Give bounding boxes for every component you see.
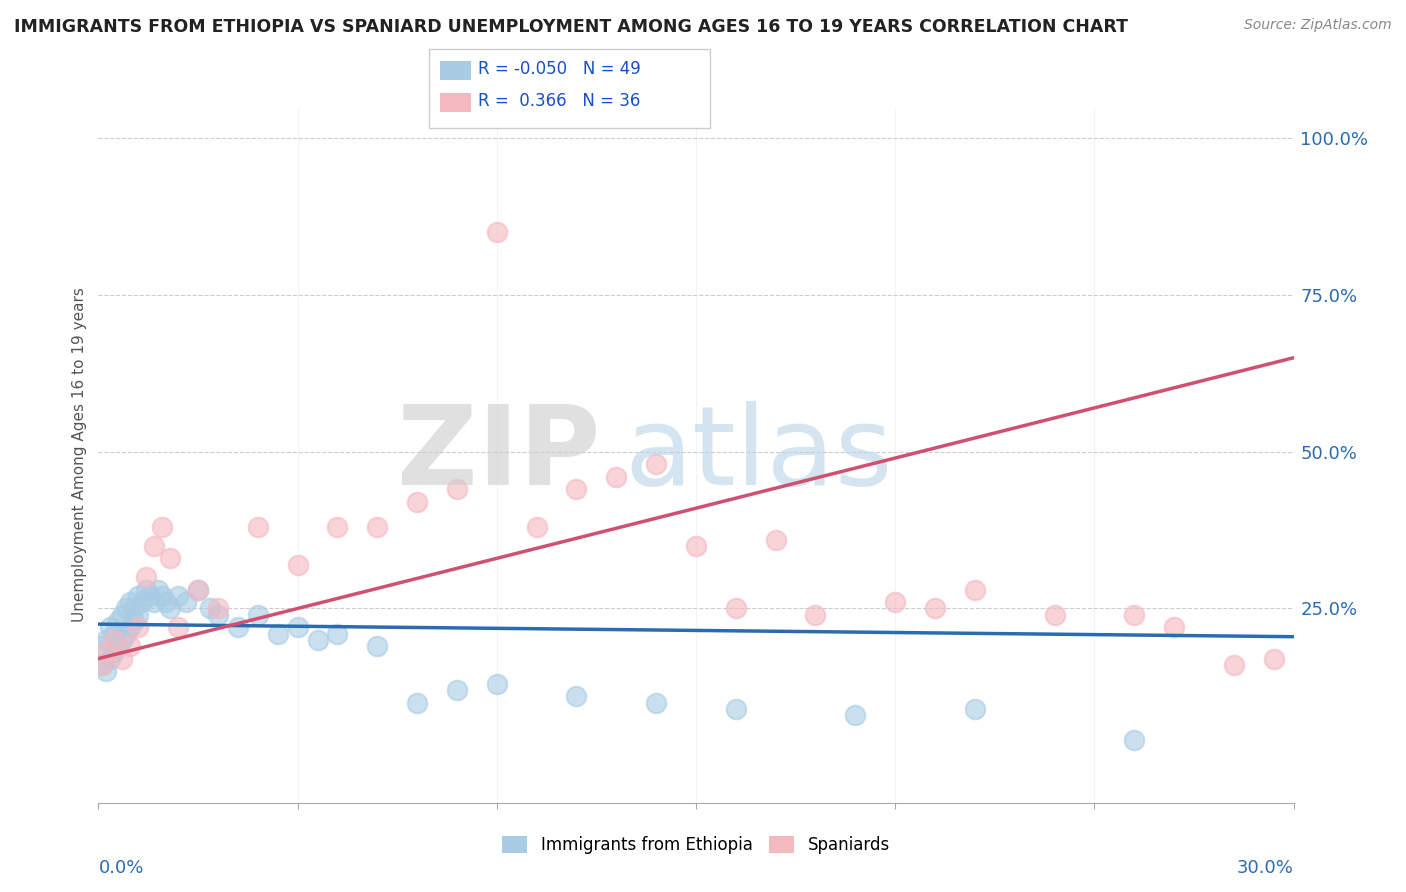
- Point: [207, 607, 229, 622]
- Point: [246, 607, 269, 622]
- Point: [150, 520, 173, 534]
- Point: [526, 520, 548, 534]
- Point: [143, 595, 166, 609]
- Point: [103, 626, 125, 640]
- Point: [115, 601, 138, 615]
- Point: [1043, 607, 1066, 622]
- Text: R = -0.050   N = 49: R = -0.050 N = 49: [478, 60, 641, 78]
- Point: [406, 696, 429, 710]
- Point: [446, 683, 468, 698]
- Point: [963, 582, 986, 597]
- Point: [645, 458, 668, 472]
- Point: [565, 690, 588, 704]
- Point: [120, 620, 142, 634]
- Text: IMMIGRANTS FROM ETHIOPIA VS SPANIARD UNEMPLOYMENT AMONG AGES 16 TO 19 YEARS CORR: IMMIGRANTS FROM ETHIOPIA VS SPANIARD UNE…: [14, 18, 1128, 36]
- Point: [103, 632, 125, 647]
- Point: [143, 539, 166, 553]
- Point: [124, 614, 146, 628]
- Point: [326, 626, 349, 640]
- Point: [446, 483, 468, 497]
- Point: [96, 664, 118, 678]
- Point: [91, 639, 114, 653]
- Point: [287, 558, 309, 572]
- Point: [485, 676, 508, 690]
- Point: [605, 470, 627, 484]
- Point: [111, 607, 134, 622]
- Point: [155, 595, 177, 609]
- Point: [645, 696, 668, 710]
- Point: [844, 708, 866, 723]
- Point: [246, 520, 269, 534]
- Point: [111, 632, 134, 647]
- Point: [366, 639, 388, 653]
- Point: [804, 607, 827, 622]
- Text: atlas: atlas: [624, 401, 893, 508]
- Point: [127, 620, 149, 634]
- Point: [159, 601, 181, 615]
- Text: 0.0%: 0.0%: [98, 859, 143, 877]
- Point: [1223, 657, 1246, 672]
- Point: [127, 589, 149, 603]
- Point: [120, 595, 142, 609]
- Point: [207, 601, 229, 615]
- Point: [91, 657, 114, 672]
- Text: 30.0%: 30.0%: [1237, 859, 1294, 877]
- Point: [187, 582, 209, 597]
- Point: [226, 620, 249, 634]
- Point: [1263, 651, 1285, 665]
- Point: [187, 582, 209, 597]
- Point: [326, 520, 349, 534]
- Point: [120, 639, 142, 653]
- Point: [765, 533, 787, 547]
- Point: [103, 645, 125, 659]
- Point: [167, 589, 190, 603]
- Point: [135, 570, 157, 584]
- Point: [1123, 733, 1146, 747]
- Point: [366, 520, 388, 534]
- Point: [135, 582, 157, 597]
- Point: [139, 589, 162, 603]
- Point: [96, 645, 118, 659]
- Point: [131, 595, 153, 609]
- Point: [724, 601, 747, 615]
- Point: [924, 601, 946, 615]
- Text: ZIP: ZIP: [396, 401, 600, 508]
- Point: [98, 651, 122, 665]
- Point: [963, 702, 986, 716]
- Point: [1163, 620, 1185, 634]
- Point: [485, 226, 508, 240]
- Point: [724, 702, 747, 716]
- Point: [565, 483, 588, 497]
- Point: [685, 539, 707, 553]
- Point: [96, 632, 118, 647]
- Point: [124, 601, 146, 615]
- Point: [174, 595, 197, 609]
- Point: [287, 620, 309, 634]
- Point: [148, 582, 170, 597]
- Point: [198, 601, 221, 615]
- Legend: Immigrants from Ethiopia, Spaniards: Immigrants from Ethiopia, Spaniards: [495, 829, 897, 861]
- Point: [127, 607, 149, 622]
- Point: [267, 626, 290, 640]
- Point: [107, 639, 129, 653]
- Point: [111, 651, 134, 665]
- Text: R =  0.366   N = 36: R = 0.366 N = 36: [478, 92, 640, 110]
- Point: [167, 620, 190, 634]
- Point: [115, 626, 138, 640]
- Point: [307, 632, 329, 647]
- Point: [159, 551, 181, 566]
- Point: [884, 595, 907, 609]
- Point: [91, 657, 114, 672]
- Point: [406, 495, 429, 509]
- Y-axis label: Unemployment Among Ages 16 to 19 years: Unemployment Among Ages 16 to 19 years: [72, 287, 87, 623]
- Point: [150, 589, 173, 603]
- Text: Source: ZipAtlas.com: Source: ZipAtlas.com: [1244, 18, 1392, 32]
- Point: [1123, 607, 1146, 622]
- Point: [98, 620, 122, 634]
- Point: [107, 614, 129, 628]
